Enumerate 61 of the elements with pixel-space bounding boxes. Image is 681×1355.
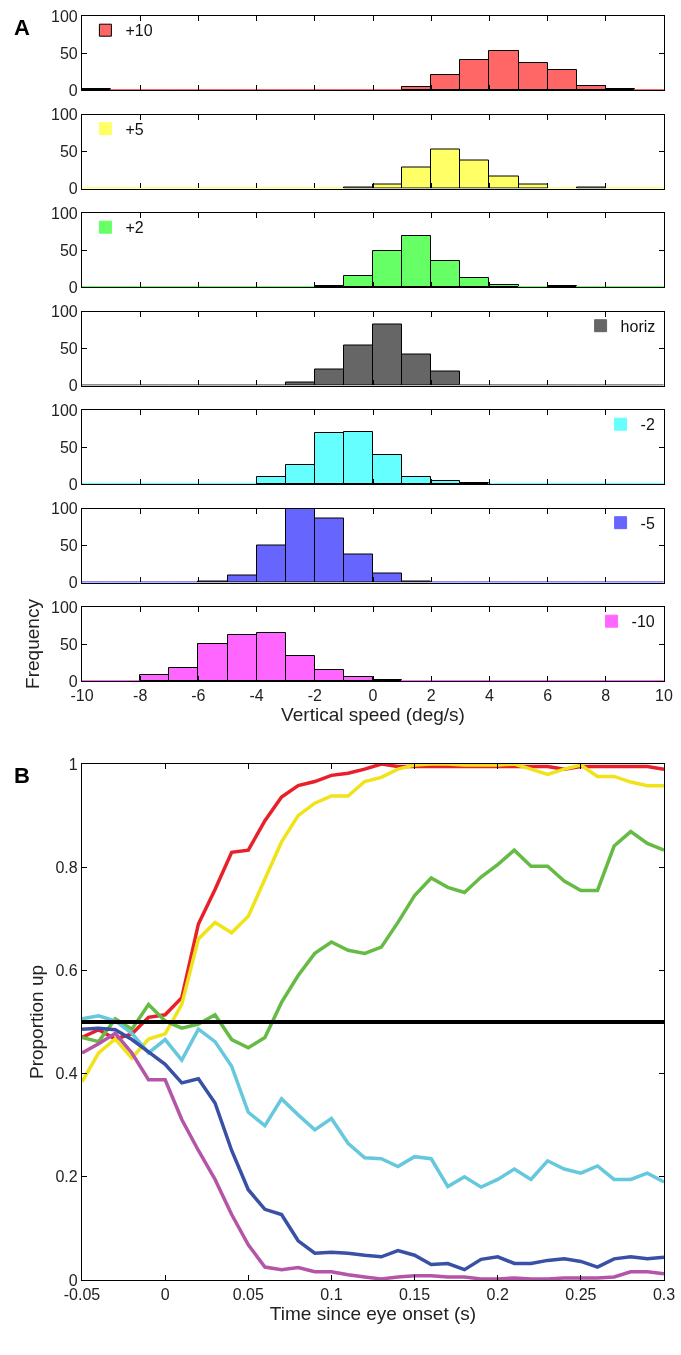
x-tick-label: 0.05 xyxy=(232,1286,264,1304)
y-tick-label: 0 xyxy=(68,475,78,493)
y-tick-label: 100 xyxy=(51,7,78,25)
y-tick-label: 0.8 xyxy=(55,858,78,876)
x-tick-label: 0.2 xyxy=(486,1286,509,1304)
y-tick-label: 0 xyxy=(68,672,78,690)
y-tick-label: 0 xyxy=(68,377,78,395)
y-tick-label: 0.2 xyxy=(55,1168,78,1186)
x-tick-label: -4 xyxy=(249,687,264,705)
legend-label: horiz xyxy=(620,317,656,335)
x-tick-label: 10 xyxy=(655,687,673,705)
y-tick-label: 0 xyxy=(68,278,78,296)
y-tick-label: 50 xyxy=(59,537,78,555)
x-tick-label: -6 xyxy=(191,687,206,705)
y-tick-label: 0 xyxy=(68,81,78,99)
x-tick-label: 0.3 xyxy=(652,1286,676,1304)
y-axis-title: Frequency xyxy=(21,598,43,689)
y-tick-label: 0 xyxy=(68,180,78,198)
y-tick-label: 0 xyxy=(68,574,78,592)
y-tick-label: 0.6 xyxy=(55,962,78,979)
y-tick-label: 50 xyxy=(59,44,78,62)
y-tick-label: 1 xyxy=(68,755,78,773)
x-tick-label: -8 xyxy=(133,687,148,705)
x-tick-label: -0.05 xyxy=(63,1286,101,1304)
y-tick-label: 0 xyxy=(68,1271,78,1289)
chart-title: B xyxy=(14,763,30,788)
x-tick-label: 6 xyxy=(543,687,553,705)
x-tick-label: 0.1 xyxy=(320,1286,343,1304)
y-tick-label: 50 xyxy=(59,241,78,259)
line-series xyxy=(82,1014,664,1189)
x-tick-label: -10 xyxy=(70,687,94,705)
y-tick-label: 100 xyxy=(51,204,78,222)
legend-label: -2 xyxy=(640,416,655,434)
legend-label: -10 xyxy=(631,613,655,631)
chart-title: A xyxy=(14,15,30,40)
y-tick-label: 100 xyxy=(51,106,78,124)
y-tick-label: 50 xyxy=(59,438,78,456)
line-series xyxy=(82,829,664,1050)
y-tick-label: 100 xyxy=(51,303,78,321)
x-tick-label: 4 xyxy=(484,687,494,705)
legend-label: +5 xyxy=(125,120,144,138)
y-tick-label: 50 xyxy=(59,635,78,653)
x-tick-label: 8 xyxy=(601,687,611,705)
legend-label: +10 xyxy=(125,22,153,40)
legend-label: +2 xyxy=(125,219,144,237)
x-tick-label: 0.25 xyxy=(565,1286,597,1304)
y-tick-label: 50 xyxy=(59,340,78,358)
x-tick-label: 2 xyxy=(426,687,436,705)
y-axis-title: Proportion up xyxy=(26,964,48,1080)
x-tick-label: 0 xyxy=(160,1286,170,1304)
x-tick-label: -2 xyxy=(307,687,323,705)
y-tick-label: 100 xyxy=(51,598,78,616)
legend-label: -5 xyxy=(640,514,655,532)
y-tick-label: 50 xyxy=(59,143,78,161)
x-axis-title: Time since eye onset (s) xyxy=(269,1303,477,1325)
x-tick-label: 0.15 xyxy=(399,1286,431,1304)
y-tick-label: 100 xyxy=(51,401,78,419)
x-tick-label: 0 xyxy=(368,687,378,705)
y-tick-label: 0.4 xyxy=(55,1065,78,1083)
x-axis-title: Vertical speed (deg/s) xyxy=(281,704,465,726)
y-tick-label: 100 xyxy=(51,500,78,518)
